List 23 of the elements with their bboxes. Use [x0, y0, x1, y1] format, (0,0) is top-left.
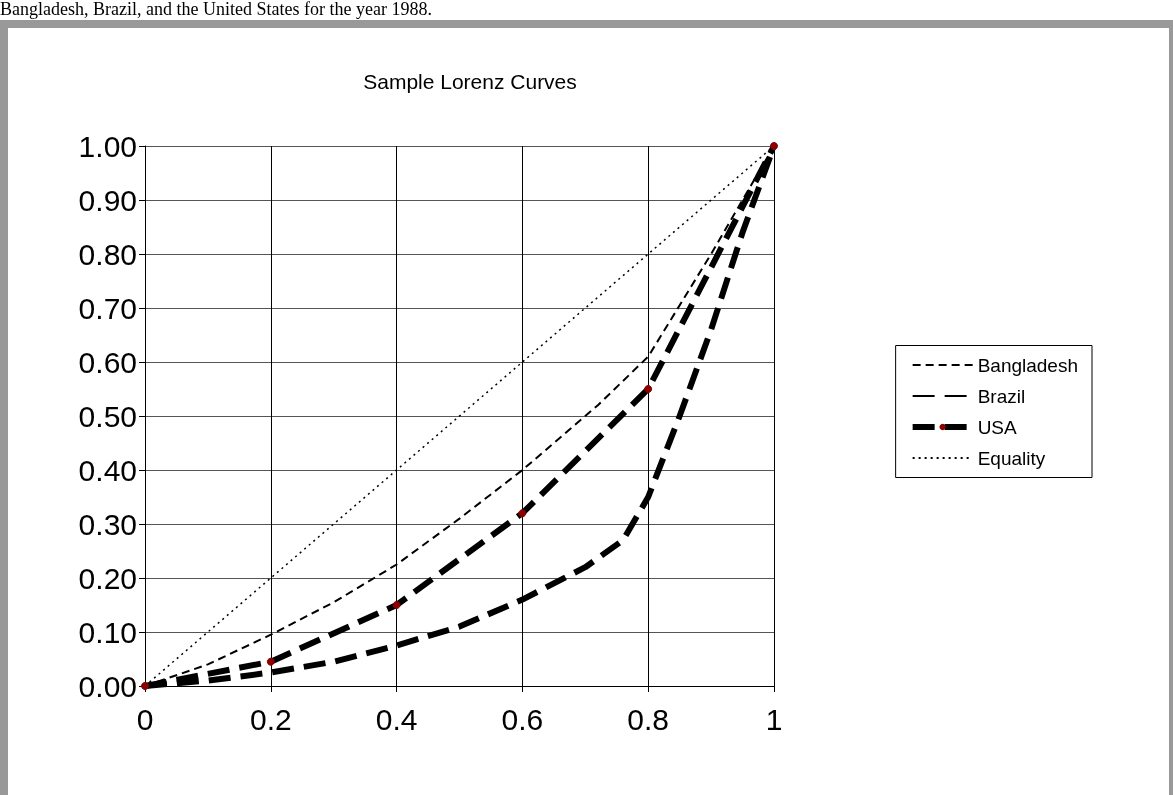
x-tick-label: 0 [136, 702, 154, 736]
y-tick-label: 0.30 [78, 507, 137, 541]
legend-label: Brazil [977, 385, 1026, 407]
y-tick-label: 0.20 [78, 561, 137, 595]
y-tick-label: 0.80 [78, 237, 137, 271]
y-tick-label: 0.00 [78, 669, 137, 703]
y-tick-label: 0.50 [78, 399, 137, 433]
x-tick-label: 1 [765, 702, 783, 736]
y-tick-label: 0.70 [78, 291, 137, 325]
y-tick-label: 0.90 [78, 183, 137, 217]
y-tick-label: 0.40 [78, 453, 137, 487]
x-tick-label: 0.4 [375, 702, 418, 736]
x-tick-label: 0.6 [501, 702, 544, 736]
y-tick-label: 0.60 [78, 345, 137, 379]
text: Bangladesh, Brazil, and the United States for the year 1988. [0, 0, 432, 19]
legend-label: Equality [977, 447, 1046, 469]
y-tick-label: 0.10 [78, 615, 137, 649]
x-tick-label: 0.8 [627, 702, 670, 736]
legend-label: USA [977, 416, 1018, 438]
legend-label: Bangladesh [977, 354, 1079, 376]
chart-title: Sample Lorenz Curves [363, 70, 577, 93]
x-tick-label: 0.2 [249, 702, 292, 736]
y-tick-label: 1.00 [78, 129, 137, 163]
